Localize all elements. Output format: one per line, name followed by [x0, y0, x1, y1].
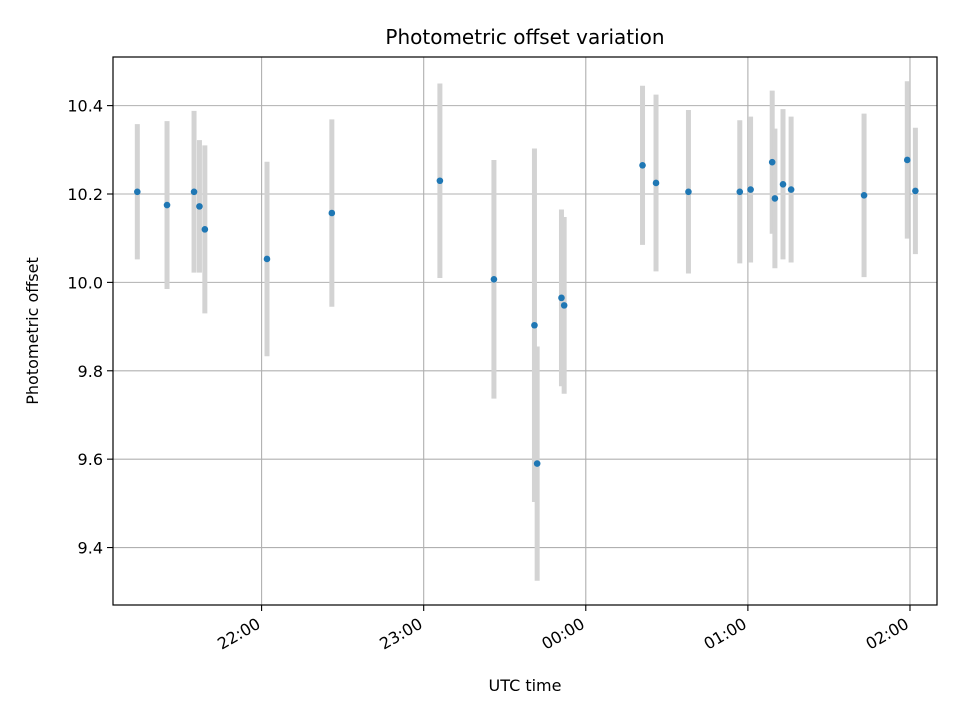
data-point — [436, 177, 444, 185]
data-point — [768, 158, 776, 166]
y-axis-label: Photometric offset — [23, 257, 42, 405]
data-point — [747, 186, 754, 193]
data-point — [328, 209, 336, 217]
y-tick-label: 9.4 — [78, 539, 103, 558]
y-tick-label: 9.6 — [78, 450, 103, 469]
data-point — [134, 188, 141, 196]
plot-frame — [112, 56, 938, 606]
data-point — [779, 180, 787, 188]
data-point — [201, 226, 209, 233]
data-point — [560, 302, 568, 309]
data-point — [860, 192, 868, 199]
chart-title: Photometric offset variation — [385, 25, 664, 49]
data-point — [771, 195, 779, 202]
data-point — [912, 187, 919, 195]
y-tick-label: 10.0 — [67, 273, 103, 292]
y-tick-label: 10.4 — [67, 97, 103, 116]
data-points — [134, 156, 919, 467]
data-point — [903, 156, 911, 164]
x-axis-label: UTC time — [489, 676, 562, 695]
y-tick-label: 9.8 — [78, 362, 103, 381]
grid — [113, 57, 937, 605]
y-axis: 9.4 9.6 9.8 10.0 10.2 10.4 — [67, 97, 113, 558]
data-point — [263, 255, 271, 263]
data-point — [787, 186, 795, 193]
data-point — [639, 161, 646, 169]
y-tick-label: 10.2 — [67, 185, 103, 204]
data-point — [190, 188, 198, 196]
data-point — [163, 201, 171, 209]
data-point — [196, 203, 203, 210]
data-point — [533, 460, 541, 467]
data-point — [685, 188, 692, 196]
data-point — [558, 294, 565, 302]
data-point — [490, 275, 498, 283]
data-point — [736, 188, 744, 196]
data-point — [531, 321, 538, 329]
data-point — [652, 179, 660, 187]
